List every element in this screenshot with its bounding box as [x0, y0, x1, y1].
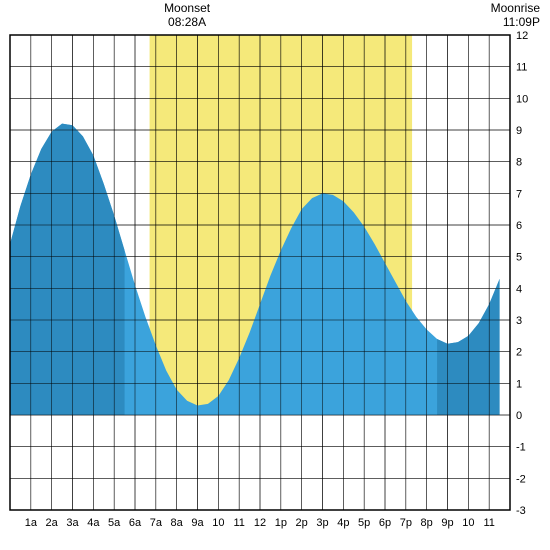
- y-tick-label: 9: [516, 125, 522, 137]
- x-tick-label: 8p: [421, 517, 433, 529]
- x-tick-label: 2p: [296, 517, 308, 529]
- moonrise-time: 11:09P: [503, 15, 540, 29]
- y-tick-label: -2: [516, 473, 526, 485]
- x-tick-label: 9p: [441, 517, 453, 529]
- y-tick-label: 8: [516, 157, 522, 169]
- x-tick-label: 9a: [191, 517, 204, 529]
- y-tick-label: -3: [516, 505, 526, 517]
- x-tick-label: 4a: [87, 517, 100, 529]
- y-tick-label: 2: [516, 347, 522, 359]
- y-tick-label: 6: [516, 220, 522, 232]
- x-tick-label: 5p: [358, 517, 370, 529]
- y-tick-label: 7: [516, 188, 522, 200]
- moonset-time: 08:28A: [168, 15, 206, 29]
- x-tick-label: 10: [212, 517, 224, 529]
- x-tick-label: 7a: [150, 517, 163, 529]
- x-tick-label: 8a: [171, 517, 184, 529]
- y-tick-label: 0: [516, 410, 522, 422]
- tide-chart: 1211109876543210-1-2-31a2a3a4a5a6a7a8a9a…: [0, 0, 550, 550]
- y-tick-label: 3: [516, 315, 522, 327]
- chart-svg: 1211109876543210-1-2-31a2a3a4a5a6a7a8a9a…: [0, 0, 550, 550]
- x-tick-label: 4p: [337, 517, 349, 529]
- x-tick-label: 11: [483, 517, 494, 529]
- x-tick-label: 6a: [129, 517, 142, 529]
- x-tick-label: 1a: [25, 517, 38, 529]
- y-tick-label: 10: [516, 93, 528, 105]
- x-tick-label: 5a: [108, 517, 121, 529]
- y-tick-label: 5: [516, 252, 522, 264]
- x-tick-label: 3p: [316, 517, 328, 529]
- moonrise-label: Moonrise: [491, 1, 541, 15]
- x-tick-label: 12: [254, 517, 266, 529]
- x-tick-label: 7p: [400, 517, 412, 529]
- x-tick-label: 1p: [275, 517, 287, 529]
- y-tick-label: -1: [516, 442, 526, 454]
- moonset-label: Moonset: [164, 1, 211, 15]
- y-tick-label: 11: [516, 62, 527, 74]
- y-tick-label: 1: [516, 378, 522, 390]
- x-tick-label: 10: [462, 517, 474, 529]
- y-tick-label: 12: [516, 30, 528, 42]
- x-tick-label: 11: [233, 517, 244, 529]
- x-tick-label: 3a: [66, 517, 79, 529]
- y-tick-label: 4: [516, 283, 522, 295]
- x-tick-label: 2a: [46, 517, 59, 529]
- x-tick-label: 6p: [379, 517, 391, 529]
